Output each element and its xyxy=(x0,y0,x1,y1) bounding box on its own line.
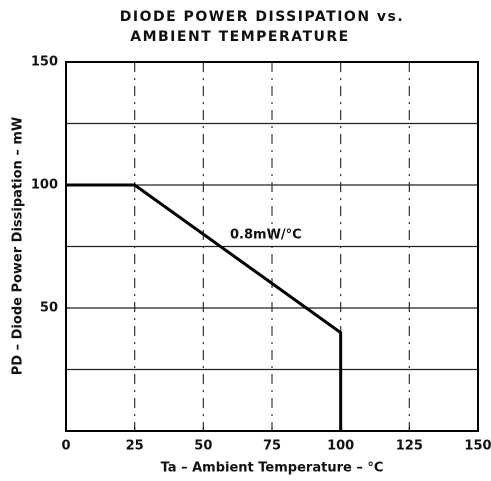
chart-title: DIODE POWER DISSIPATION vs. xyxy=(120,9,404,25)
data-line xyxy=(66,183,343,431)
chart-title: AMBIENT TEMPERATURE xyxy=(130,29,350,45)
x-axis-label: Ta – Ambient Temperature – °C xyxy=(161,461,384,476)
x-tick-label: 125 xyxy=(396,439,423,454)
x-tick-label: 0 xyxy=(61,439,70,454)
x-tick-label: 100 xyxy=(327,439,354,454)
y-tick-label: 50 xyxy=(40,301,58,316)
x-tick-label: 150 xyxy=(464,439,491,454)
y-axis-label: PD – Diode Power Dissipation – mW xyxy=(11,117,26,375)
x-tick-label: 75 xyxy=(263,439,281,454)
x-tick-label: 25 xyxy=(126,439,144,454)
y-tick-label: 150 xyxy=(31,55,58,70)
x-tick-label: 50 xyxy=(194,439,212,454)
y-tick-label: 100 xyxy=(31,178,58,193)
annotation: 0.8mW/°C xyxy=(230,228,302,243)
